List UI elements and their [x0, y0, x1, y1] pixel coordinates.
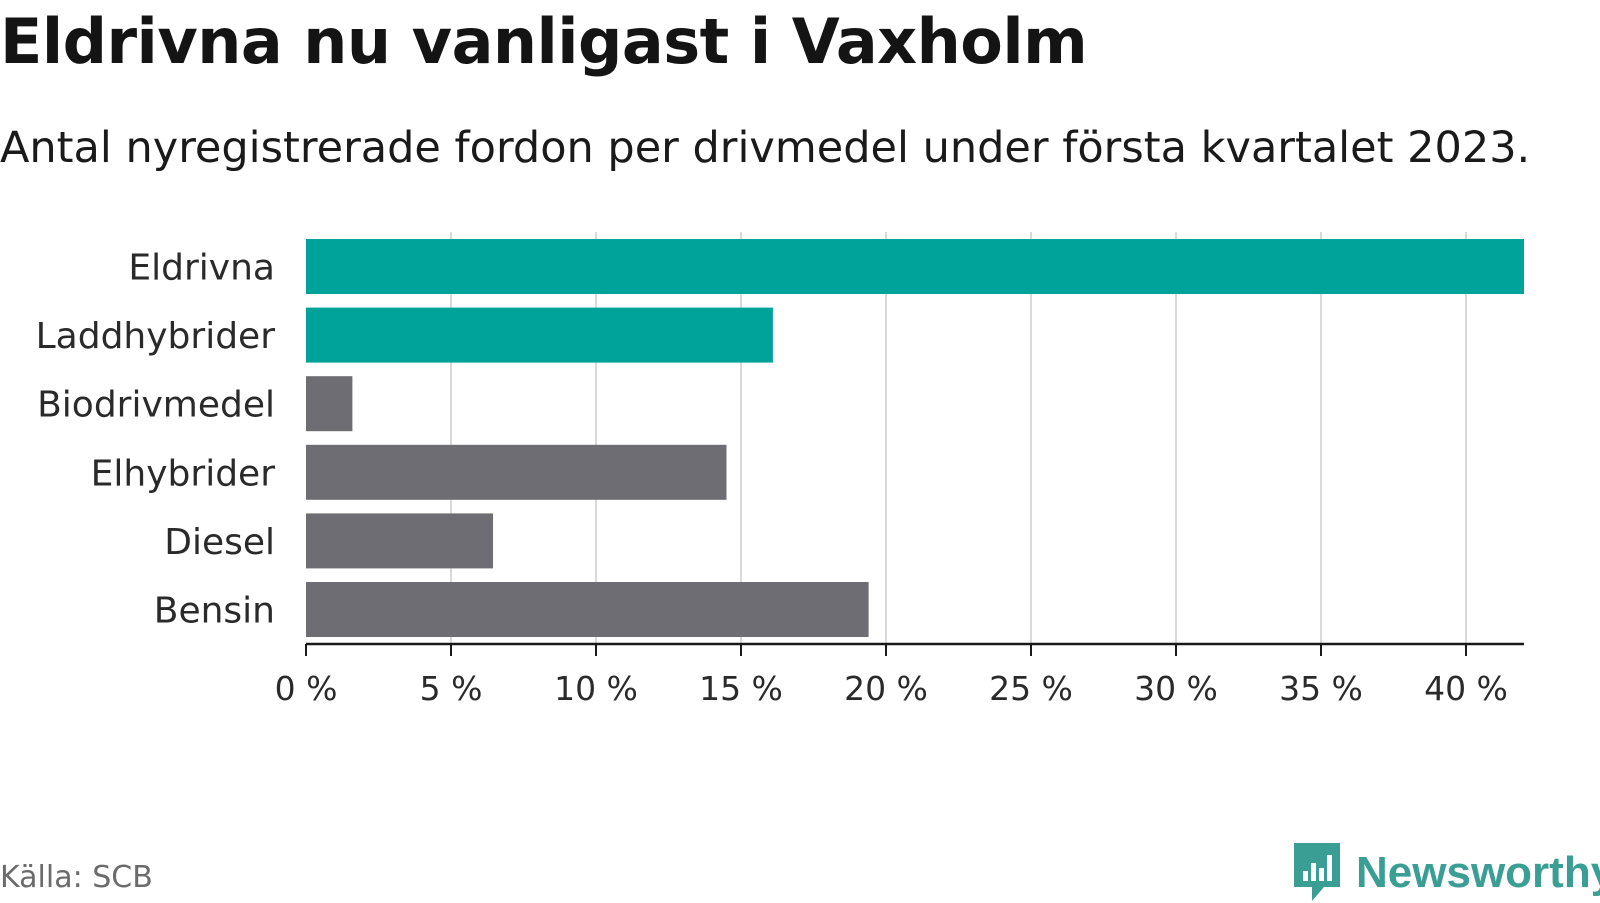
bar	[306, 513, 494, 569]
x-tick-label: 30 %	[1134, 669, 1218, 708]
x-tick-label: 5 %	[420, 669, 483, 708]
bar	[306, 376, 353, 432]
x-tick-label: 35 %	[1279, 669, 1363, 708]
category-label: Biodrivmedel	[37, 385, 275, 426]
x-tick-label: 40 %	[1424, 669, 1508, 708]
x-tick-label: 0 %	[275, 669, 338, 708]
brand-name: Newsworthy	[1356, 848, 1600, 897]
x-tick-label: 15 %	[699, 669, 783, 708]
category-label: Elhybrider	[91, 453, 276, 494]
category-label: Laddhybrider	[36, 316, 276, 357]
bar	[306, 444, 727, 500]
newsworthy-logo-icon	[1294, 843, 1340, 901]
bar	[306, 307, 773, 363]
bar	[306, 582, 869, 637]
category-label: Diesel	[164, 522, 275, 563]
bar-chart: Eldrivna Laddhybrider Biodrivmedel Elhybrid…	[36, 232, 1524, 708]
x-tick-label: 20 %	[844, 669, 928, 708]
chart-title: Eldrivna nu vanligast i Vaxholm	[0, 5, 1088, 78]
brand-logo: Newsworthy	[1292, 843, 1600, 903]
bar	[306, 239, 1524, 294]
x-tick-label: 25 %	[989, 669, 1073, 708]
category-label: Bensin	[154, 591, 275, 632]
x-tick-label: 10 %	[554, 669, 638, 708]
category-label: Eldrivna	[128, 248, 275, 289]
chart-subtitle: Antal nyregistrerade fordon per drivmede…	[0, 123, 1531, 173]
source-note: Källa: SCB	[0, 860, 153, 895]
